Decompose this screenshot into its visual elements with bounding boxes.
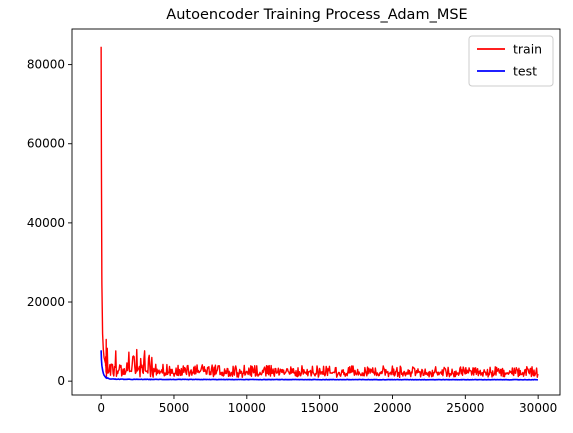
y-tick-label: 40000: [27, 216, 65, 230]
chart-title: Autoencoder Training Process_Adam_MSE: [166, 7, 467, 23]
y-axis: 0 20000 40000 60000 80000: [27, 58, 72, 388]
series-line-train: [100, 46, 539, 379]
plot-area: [100, 46, 539, 381]
x-tick-label: 0: [97, 401, 105, 415]
x-tick-label: 10000: [228, 401, 266, 415]
series-line-test: [100, 350, 539, 381]
y-tick-label: 80000: [27, 58, 65, 72]
x-tick-label: 15000: [301, 401, 339, 415]
legend-label-test: test: [513, 64, 537, 79]
x-tick-label: 25000: [446, 401, 484, 415]
y-tick-label: 60000: [27, 137, 65, 151]
x-tick-label: 20000: [373, 401, 411, 415]
y-tick-label: 0: [57, 374, 65, 388]
legend: train test: [468, 35, 554, 87]
y-tick-label: 20000: [27, 295, 65, 309]
legend-label-train: train: [513, 42, 542, 57]
x-tick-label: 30000: [519, 401, 557, 415]
plot-frame: [71, 28, 561, 396]
x-tick-label: 5000: [159, 401, 190, 415]
x-axis: 0 5000 10000 15000 20000 25000 30000: [97, 395, 557, 415]
